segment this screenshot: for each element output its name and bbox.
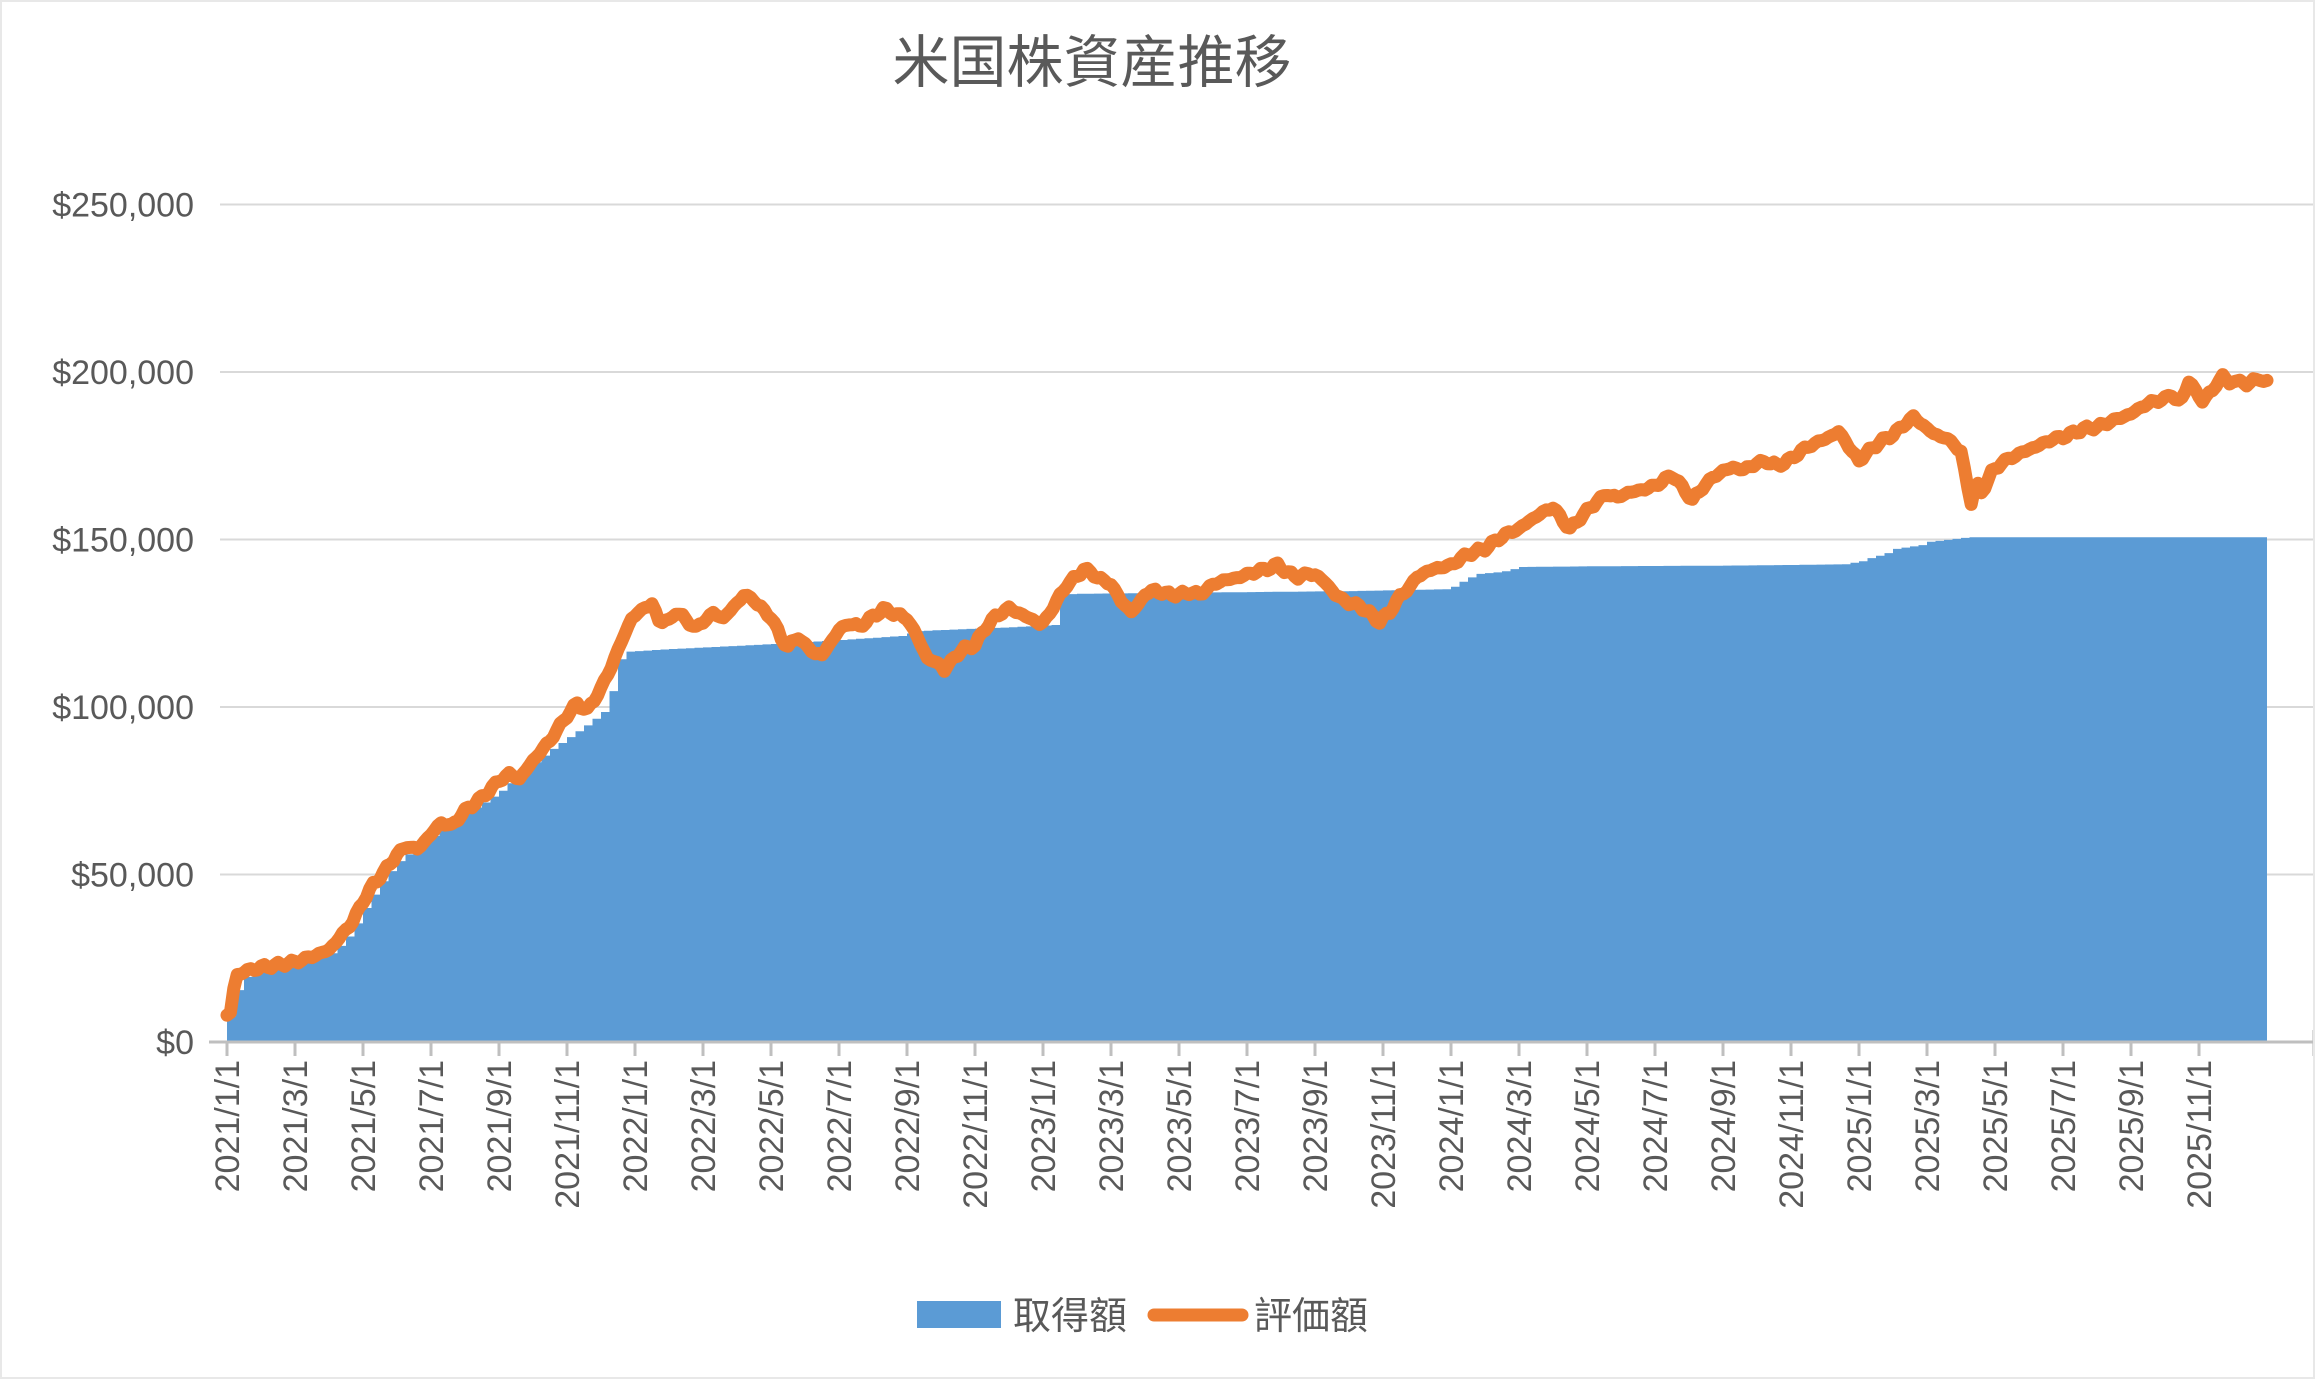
x-tick-label: 2023/7/1 <box>1229 1060 1267 1192</box>
x-tick-label: 2022/7/1 <box>821 1060 859 1192</box>
x-tick-label: 2021/3/1 <box>277 1060 315 1192</box>
y-tick-label: $100,000 <box>52 689 194 727</box>
x-tick-label: 2024/11/1 <box>1773 1060 1811 1209</box>
x-tick-label: 2023/1/1 <box>1025 1060 1063 1192</box>
x-tick-label: 2021/11/1 <box>549 1060 587 1209</box>
legend-label-valuation[interactable]: 評価額 <box>1254 1296 1368 1338</box>
x-tick-label: 2025/3/1 <box>1909 1060 1947 1192</box>
x-tick-label: 2025/7/1 <box>2045 1060 2083 1192</box>
x-tick-label: 2022/9/1 <box>889 1060 927 1192</box>
series-plots <box>220 368 2274 1042</box>
legend-swatch-acquisition[interactable] <box>917 1301 1001 1328</box>
x-tick-label: 2021/9/1 <box>481 1060 519 1192</box>
x-tick-label: 2025/11/1 <box>2181 1060 2219 1209</box>
y-tick-label: $150,000 <box>52 522 194 560</box>
x-tick-label: 2023/3/1 <box>1093 1060 1131 1192</box>
x-tick-label: 2022/11/1 <box>957 1060 995 1209</box>
acquisition-area-series <box>227 537 2267 1042</box>
x-tick-label: 2025/5/1 <box>1977 1060 2015 1192</box>
x-tick-label: 2022/1/1 <box>617 1060 655 1192</box>
x-tick-label: 2023/5/1 <box>1161 1060 1199 1192</box>
y-axis-labels: $0 $50,000 $100,000 $150,000 $200,000 $250,00… <box>52 187 194 1063</box>
x-tick-label: 2021/7/1 <box>413 1060 451 1192</box>
legend-label-acquisition[interactable]: 取得額 <box>1013 1296 1127 1338</box>
x-tick-label: 2025/9/1 <box>2113 1060 2151 1192</box>
x-tick-label: 2024/1/1 <box>1433 1060 1471 1192</box>
valuation-line-series <box>220 368 2274 1022</box>
axes <box>209 1030 2313 1056</box>
x-tick-label: 2023/11/1 <box>1365 1060 1403 1209</box>
x-tick-label: 2024/3/1 <box>1501 1060 1539 1192</box>
x-tick-label: 2025/1/1 <box>1841 1060 1879 1192</box>
x-tick-label: 2024/7/1 <box>1637 1060 1675 1192</box>
x-tick-label: 2022/5/1 <box>753 1060 791 1192</box>
x-tick-label: 2021/1/1 <box>209 1060 247 1192</box>
x-tick-label: 2021/5/1 <box>345 1060 383 1192</box>
x-tick-label: 2022/3/1 <box>685 1060 723 1192</box>
x-tick-label: 2023/9/1 <box>1297 1060 1335 1192</box>
y-tick-label: $50,000 <box>71 857 194 895</box>
x-tick-label: 2024/5/1 <box>1569 1060 1607 1192</box>
x-tick-label: 2024/9/1 <box>1705 1060 1743 1192</box>
y-tick-label: $250,000 <box>52 187 194 225</box>
y-tick-label: $200,000 <box>52 354 194 392</box>
y-tick-label: $0 <box>156 1024 194 1062</box>
legend: 取得額 評価額 <box>917 1296 1368 1338</box>
chart-title: 米国株資産推移 <box>893 31 1292 95</box>
x-axis-labels: 2021/1/1 2021/3/1 2021/5/1 2021/7/1 2021/9/1… <box>209 1060 2219 1209</box>
